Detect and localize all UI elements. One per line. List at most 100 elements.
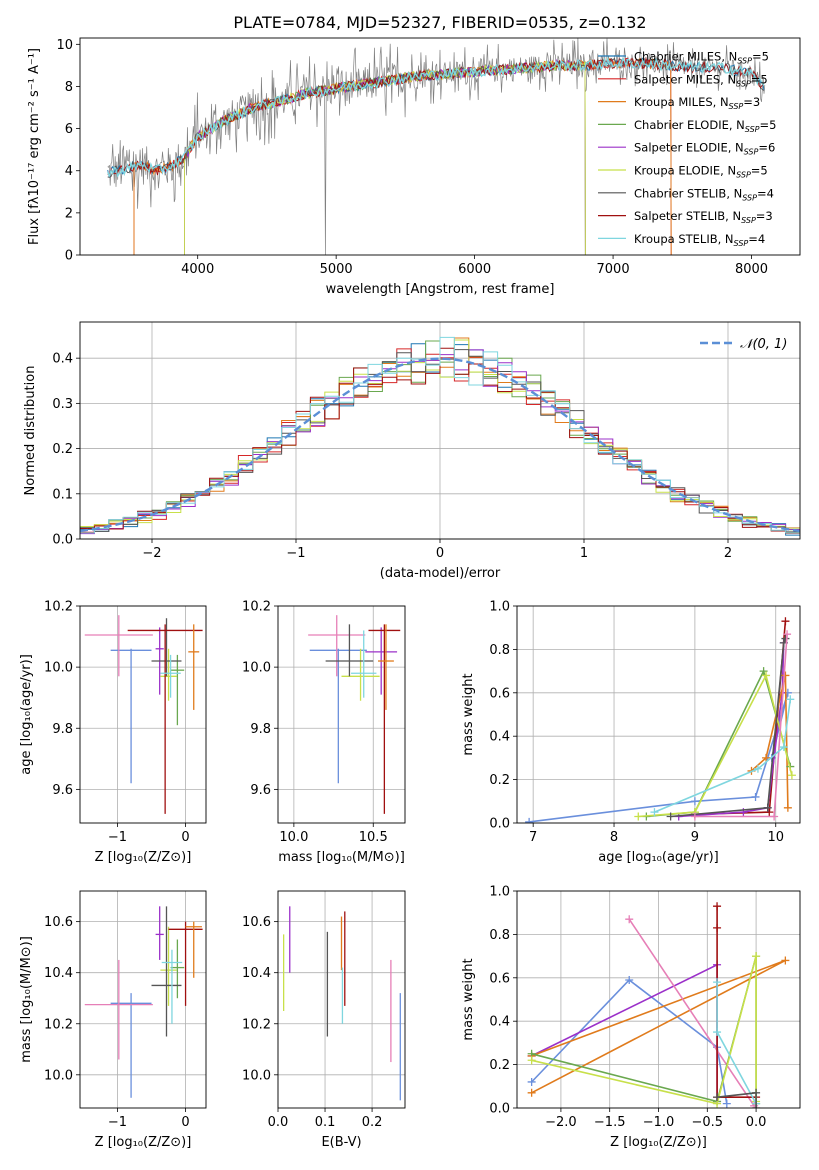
weight-marker (783, 630, 792, 639)
y-tick-label: 0.8 (489, 928, 510, 943)
x-tick-label: 0.1 (315, 1115, 336, 1130)
weight-marker (787, 771, 796, 780)
y-tick-label: 0.4 (52, 352, 73, 367)
normal-curve (80, 357, 800, 533)
x-axis-label: (data-model)/error (380, 566, 501, 581)
x-tick-label: 5000 (320, 262, 353, 277)
legend-entry: Chabrier STELIB, NSSP=4 (634, 186, 774, 202)
y-tick-label: 0.4 (489, 730, 510, 745)
weight-marker (713, 1028, 722, 1037)
weight-marker (786, 695, 795, 704)
weight-marker (690, 797, 699, 806)
weight-marker (525, 817, 534, 823)
axes-frame (79, 37, 801, 256)
y-tick-label: 10.2 (44, 600, 73, 615)
x-tick-label: 10.5 (359, 830, 388, 845)
x-tick-label: 0.0 (268, 1115, 289, 1130)
x-tick-label: −2 (142, 546, 161, 561)
x-axis-label: Z [log₁₀(Z/Z⊙)] (610, 1135, 707, 1150)
weight-marker (713, 923, 722, 932)
x-tick-label: −1.0 (643, 1115, 675, 1130)
y-tick-label: 0.6 (489, 686, 510, 701)
x-axis-label: wavelength [Angstrom, rest frame] (326, 282, 555, 297)
histogram-kroupa-stelib (80, 336, 800, 534)
axes-frame (277, 605, 406, 824)
y-tick-label: 0.2 (489, 1058, 510, 1073)
x-tick-label: −1 (108, 1115, 127, 1130)
x-tick-label: 0.0 (746, 1115, 767, 1130)
y-tick-label: 10.0 (242, 661, 271, 676)
y-tick-label: 0.2 (489, 773, 510, 788)
x-tick-label: 0 (436, 546, 444, 561)
weight-line (529, 692, 789, 823)
weight-marker (751, 792, 760, 801)
weight-marker (753, 764, 762, 773)
y-tick-label: 0.8 (489, 643, 510, 658)
y-tick-label: 10.0 (44, 661, 73, 676)
x-tick-label: −1.5 (594, 1115, 626, 1130)
y-tick-label: 10.4 (44, 966, 73, 981)
y-tick-label: 2 (65, 206, 73, 221)
y-tick-label: 0.0 (489, 817, 510, 832)
axes-frame (277, 890, 406, 1109)
y-tick-label: 10.2 (44, 1017, 73, 1032)
weight-marker (722, 1099, 731, 1108)
y-tick-label: 0.0 (52, 533, 73, 548)
y-tick-label: 10.0 (242, 1068, 271, 1083)
y-tick-label: 1.0 (489, 600, 510, 615)
axes-frame (79, 605, 207, 824)
x-tick-label: −0.5 (692, 1115, 724, 1130)
plot-area (282, 906, 401, 1101)
weight-marker (781, 617, 790, 626)
model-line-salpeter-elodie (184, 58, 586, 255)
x-tick-label: −1 (108, 830, 127, 845)
panel-weight_age: 7 8 9 10 0.0 0.2 0.4 0.6 0.8 1.0 age [log₁₀(age/yr… (461, 600, 801, 865)
legend-entry: Kroupa MILES, NSSP=3 (634, 95, 760, 111)
weight-marker (770, 812, 779, 821)
y-tick-label: 10.4 (242, 966, 271, 981)
y-axis-label: age [log₁₀(age/yr)] (19, 654, 34, 775)
weight-marker (781, 634, 790, 643)
x-axis-label: E(B-V) (321, 1135, 361, 1150)
y-tick-label: 10.6 (242, 915, 271, 930)
x-tick-label: 10.0 (279, 830, 308, 845)
x-tick-label: 1 (580, 546, 588, 561)
x-tick-label: 10 (767, 830, 784, 845)
y-tick-label: 1.0 (489, 885, 510, 900)
x-axis-label: Z [log₁₀(Z/Z⊙)] (95, 1135, 192, 1150)
x-axis-label: age [log₁₀(age/yr)] (598, 850, 719, 865)
y-axis-label: Normed distribution (23, 366, 38, 496)
plot-area (107, 38, 766, 255)
axes-frame (516, 605, 801, 824)
weight-marker (690, 812, 699, 821)
weight-marker (759, 667, 768, 676)
legend-entry: Chabrier ELODIE, NSSP=5 (634, 118, 776, 134)
legend: Chabrier MILES, NSSP=5 Salpeter MILES, NS… (598, 50, 776, 248)
weight-marker (713, 978, 722, 987)
model-line-salpeter-miles (133, 58, 672, 255)
y-tick-label: 0.2 (52, 442, 73, 457)
y-tick-label: 0.0 (489, 1102, 510, 1117)
x-tick-label: 0 (181, 830, 189, 845)
panel-age_Z: −1 0 9.6 9.8 10.0 10.2 Z [log₁₀(Z/Z⊙)] age [log… (19, 600, 207, 865)
weight-marker (779, 743, 788, 752)
x-axis-label: Z [log₁₀(Z/Z⊙)] (95, 850, 192, 865)
weight-line (638, 673, 793, 818)
plot-area (527, 902, 790, 1108)
model-line-chabrier-stelib (107, 57, 765, 178)
weight-marker (625, 915, 634, 924)
weight-marker (527, 1077, 536, 1086)
y-tick-label: 9.6 (52, 783, 73, 798)
plot-area (80, 336, 800, 536)
y-tick-label: 6 (65, 122, 73, 137)
weight-marker (650, 808, 659, 817)
plot-area (84, 615, 203, 814)
y-tick-label: 0 (65, 249, 73, 264)
x-tick-label: 0.2 (362, 1115, 383, 1130)
x-tick-label: 8 (610, 830, 618, 845)
legend-entry: Salpeter MILES, NSSP=5 (634, 72, 768, 88)
x-tick-label: 6000 (458, 262, 491, 277)
legend-entry: Chabrier MILES, NSSP=5 (634, 50, 769, 66)
panel-mass_ebv: 0.0 0.1 0.2 10.0 10.2 10.4 10.6 E(B-V) (242, 890, 406, 1150)
